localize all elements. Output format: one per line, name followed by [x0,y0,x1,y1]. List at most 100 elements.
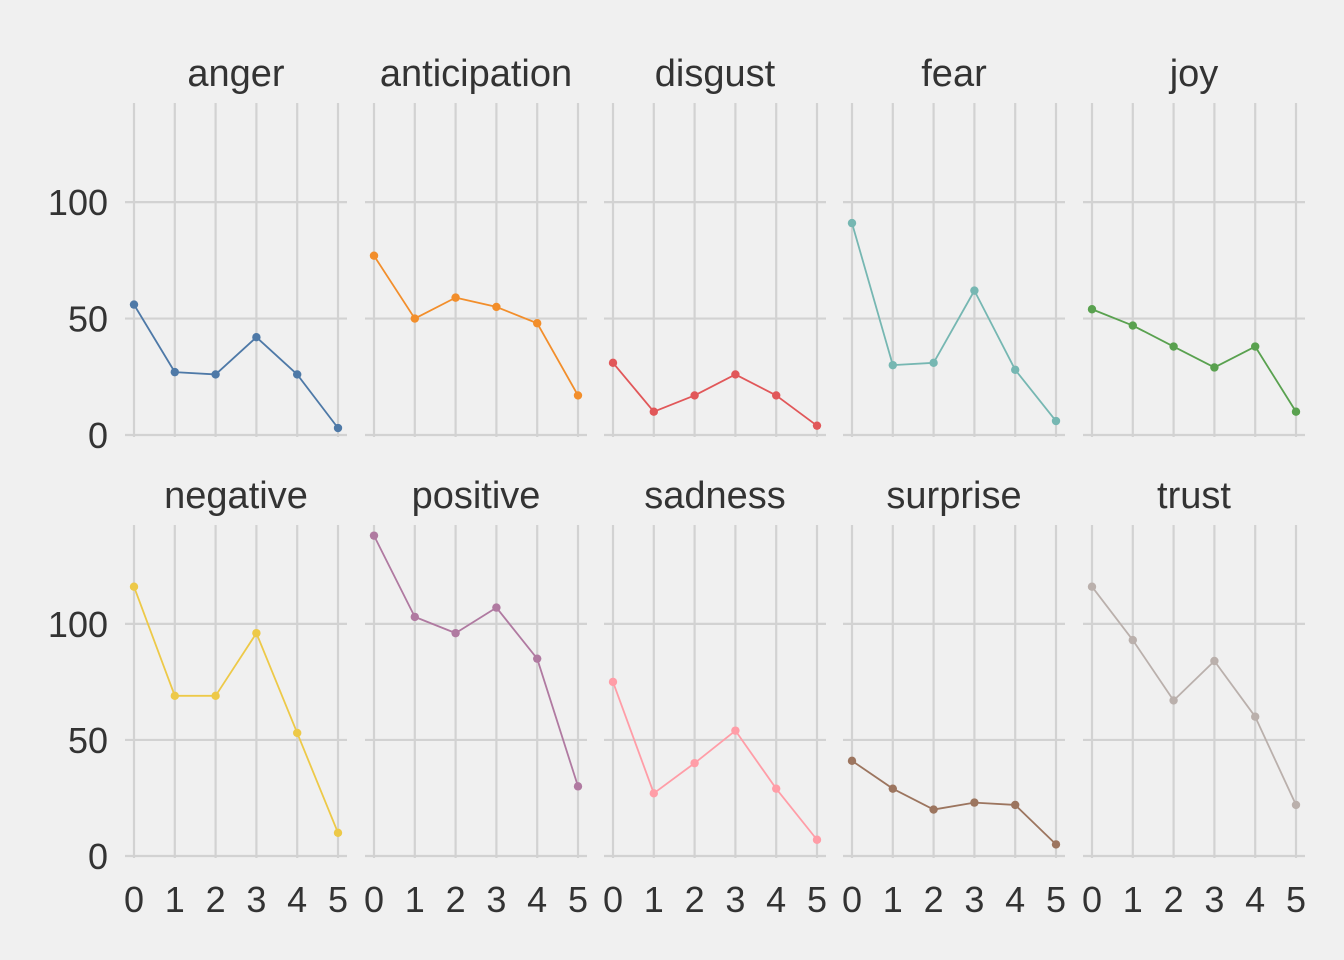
x-tick-label: 1 [644,879,664,920]
x-tick-label: 0 [1082,879,1102,920]
data-point [1251,712,1260,721]
facet-panels: anger anticipation disgust fear joy negative p… [125,53,1305,858]
data-point [1051,840,1061,849]
facet-panel-joy: joy [1083,53,1305,437]
data-point [252,628,261,638]
x-tick-label: 4 [287,879,307,920]
data-point [1087,582,1097,591]
data-point [333,828,343,837]
data-point [1251,342,1260,351]
x-tick-label: 5 [568,879,588,920]
y-axis-tick-labels: 0 50 100 0 50 100 [48,182,108,877]
x-tick-label: 0 [603,879,623,920]
data-point [888,784,897,793]
data-point [369,531,379,540]
x-tick-label: 1 [165,879,185,920]
data-point [211,691,220,701]
data-point [573,391,583,400]
facet-panel-negative: negative [125,475,347,858]
facet-panel-trust: trust [1083,475,1305,858]
data-point [690,758,699,768]
data-point [492,302,501,312]
data-point [690,391,699,400]
data-point [847,218,857,228]
x-tick-label: 4 [1245,879,1265,920]
x-tick-label: 5 [328,879,348,920]
data-point [492,603,501,612]
data-point [929,358,938,368]
facet-panel-anticipation: anticipation [365,53,587,437]
data-point [812,421,822,430]
data-point [1210,363,1219,372]
data-point [293,728,302,738]
data-point [970,286,979,295]
x-tick-label: 5 [1286,879,1306,920]
x-tick-label: 3 [725,879,745,920]
data-point [293,370,302,379]
facet-title: anger [187,53,285,95]
facet-panel-sadness: sadness [604,475,826,858]
data-point [170,367,179,377]
series-line-fear [851,222,1057,422]
data-point [731,726,740,735]
data-point [573,782,583,791]
facet-panel-fear: fear [843,53,1065,437]
data-point [369,251,379,260]
facet-title: trust [1157,475,1231,517]
facet-title: disgust [655,53,776,95]
x-tick-label: 5 [807,879,827,920]
x-tick-label: 2 [685,879,705,920]
y-tick-label: 0 [88,836,108,877]
data-point [129,300,139,309]
series-line-positive [373,535,579,787]
data-point [451,293,460,302]
data-point [1291,800,1301,810]
facet-title: positive [412,475,541,517]
data-point [772,784,781,793]
data-point [929,805,938,814]
data-point [1169,342,1178,351]
data-point [649,789,658,798]
facet-title: anticipation [380,53,572,95]
y-tick-label: 50 [68,299,108,340]
facet-panel-anger: anger [125,53,347,437]
x-tick-label: 3 [964,879,984,920]
data-point [1011,365,1020,374]
x-tick-label: 1 [883,879,903,920]
facet-title: surprise [886,475,1021,517]
x-tick-label: 1 [1123,879,1143,920]
x-tick-label: 3 [486,879,506,920]
x-tick-label: 2 [924,879,944,920]
series-line-anticipation [373,255,579,396]
series-line-disgust [612,362,818,427]
facet-title: negative [164,475,308,517]
data-point [649,407,658,416]
data-point [533,319,542,328]
x-tick-label: 2 [446,879,466,920]
data-point [731,370,740,379]
y-tick-label: 100 [48,182,108,223]
data-point [211,370,220,379]
data-point [812,835,822,844]
data-point [1210,656,1219,666]
x-tick-label: 2 [206,879,226,920]
x-tick-label: 3 [246,879,266,920]
series-line-anger [133,304,339,429]
data-point [888,360,897,370]
data-point [451,628,460,638]
x-tick-label: 3 [1204,879,1224,920]
x-tick-label: 2 [1164,879,1184,920]
x-tick-label: 0 [364,879,384,920]
series-line-sadness [612,681,818,841]
data-point [410,612,419,622]
facet-title: joy [1169,53,1219,95]
x-tick-label: 4 [527,879,547,920]
series-line-negative [133,586,339,834]
data-point [608,677,618,687]
data-point [533,654,542,663]
facet-panel-positive: positive [365,475,587,858]
data-point [1011,800,1020,810]
data-point [608,358,618,368]
data-point [1169,696,1178,705]
y-tick-label: 0 [88,415,108,456]
